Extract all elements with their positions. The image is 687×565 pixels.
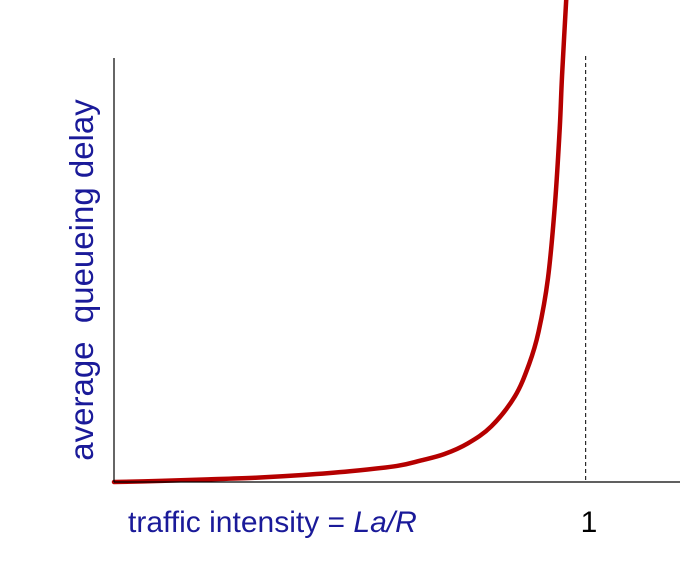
x-axis-label: traffic intensity = La/R: [128, 506, 417, 539]
plot-area: [111, 0, 587, 485]
x-tick-label: 1: [581, 506, 598, 539]
x-axis-label-prefix: traffic intensity =: [128, 506, 353, 539]
x-axis-label-formula: La/R: [353, 506, 416, 539]
y-axis-label: average queueing delay: [63, 99, 100, 461]
delay-curve-line: [111, 0, 569, 485]
